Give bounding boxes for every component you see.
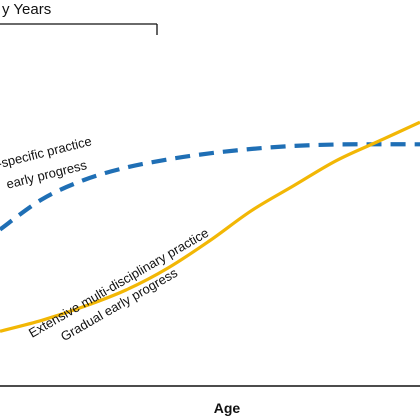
series-diversified-line	[0, 120, 420, 333]
series-specialized-line	[0, 142, 420, 232]
series-diversified-label-1: Extensive multi-disciplinary practice	[26, 225, 211, 341]
years-bracket: y Years	[0, 1, 158, 35]
x-axis-label: Age	[214, 400, 241, 416]
series-specialized-labels: -specific practice early progress	[0, 133, 93, 191]
bracket-label: y Years	[2, 1, 51, 18]
